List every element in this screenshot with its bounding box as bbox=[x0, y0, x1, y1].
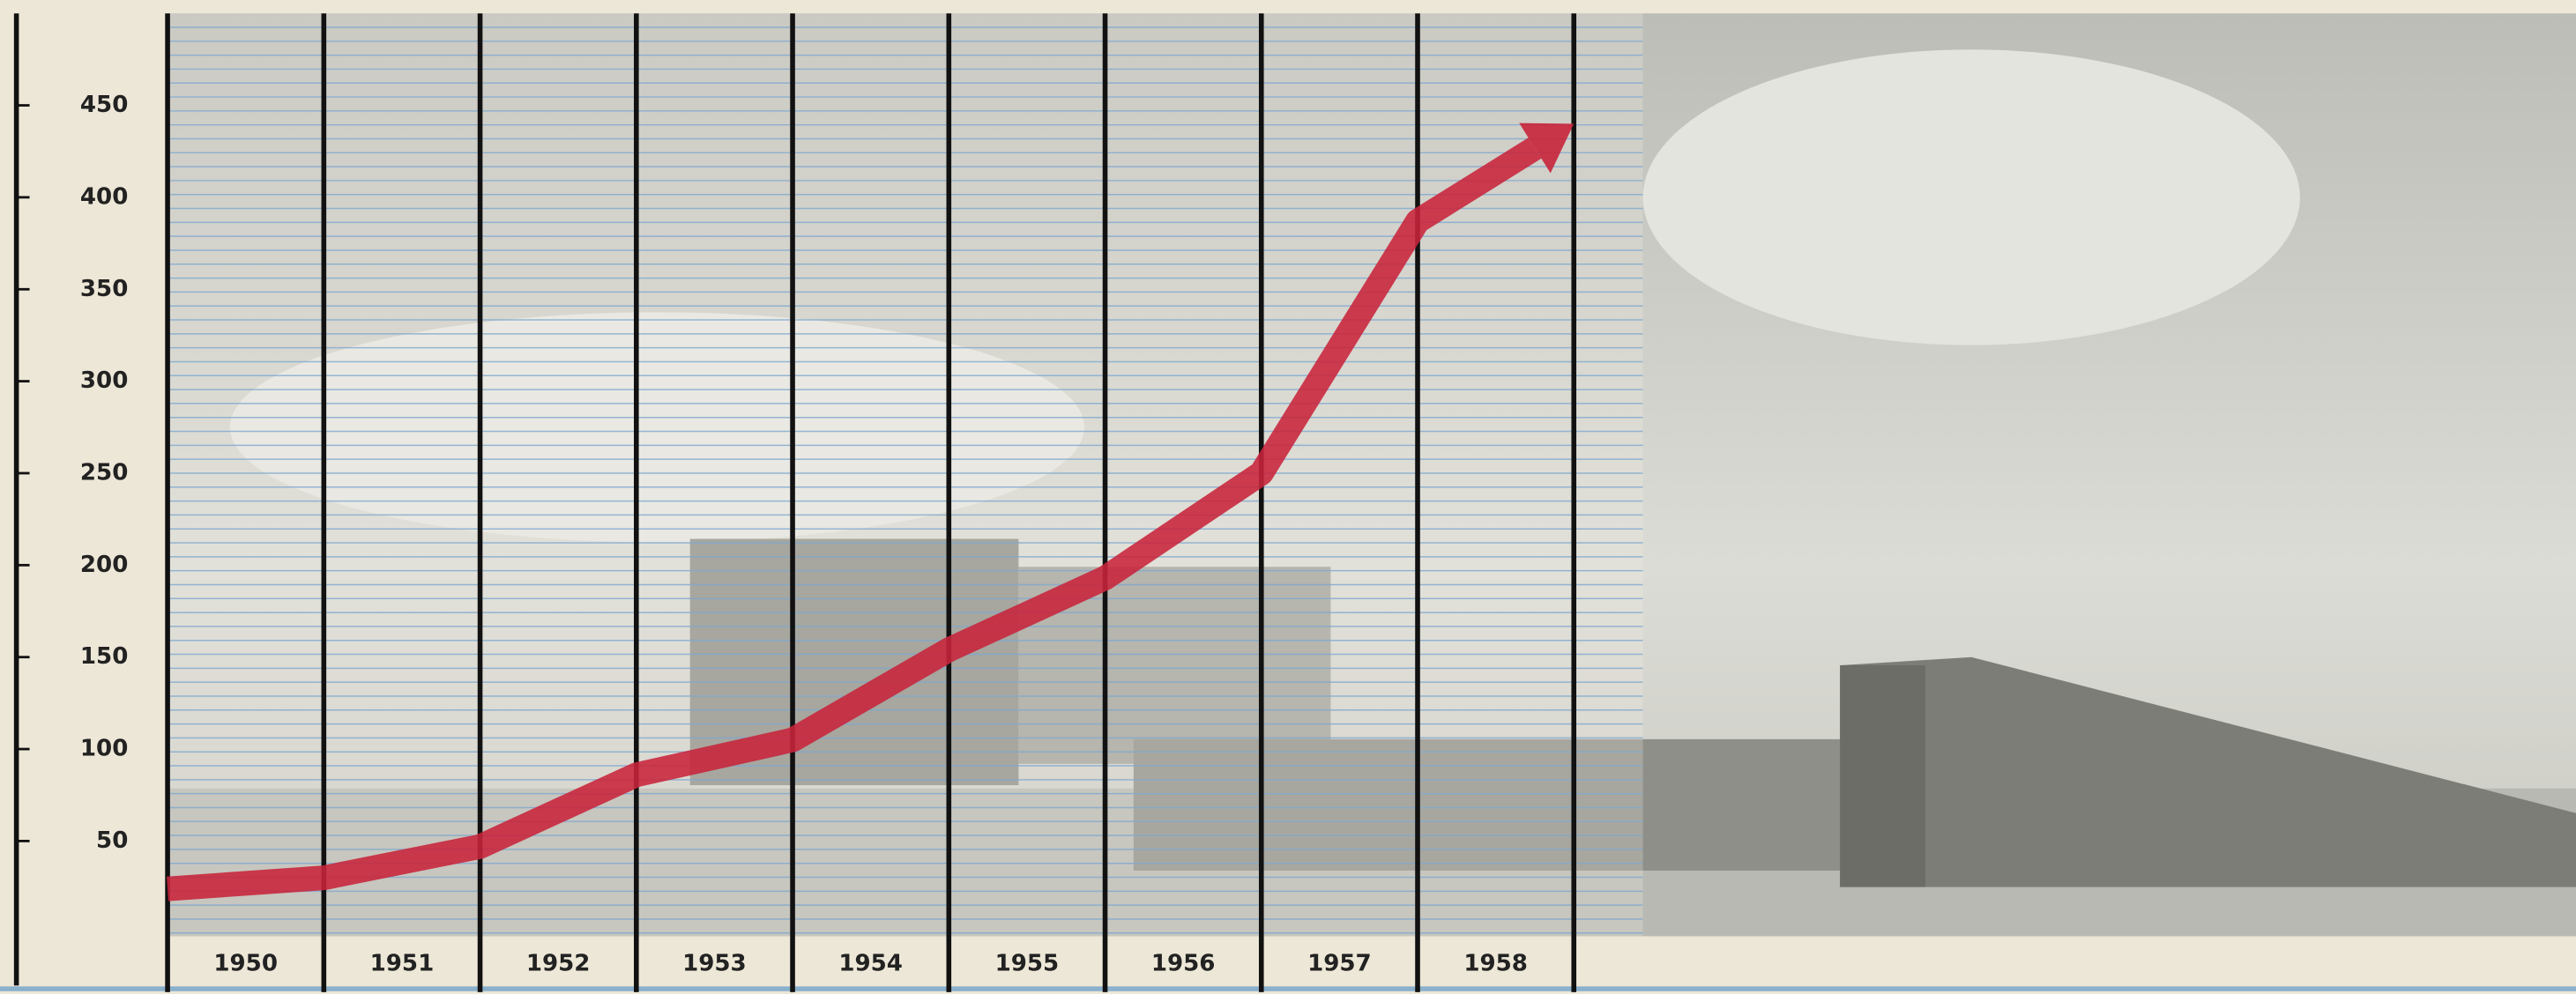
label-row bbox=[168, 936, 1577, 990]
y-tick-label: 200 bbox=[80, 552, 128, 578]
arrow-head bbox=[1519, 122, 1575, 174]
x-category-label: 1950 bbox=[213, 951, 278, 977]
y-tick-label: 400 bbox=[80, 183, 128, 210]
y-tick-label: 100 bbox=[80, 736, 128, 762]
x-category-label: 1958 bbox=[1463, 951, 1528, 977]
y-tick-label: 50 bbox=[96, 827, 128, 854]
cloud bbox=[1642, 49, 2300, 345]
building bbox=[1133, 738, 1857, 871]
trend-line bbox=[167, 137, 1542, 901]
y-tick-label: 300 bbox=[80, 367, 128, 394]
chart-tint bbox=[168, 13, 1643, 937]
cloud bbox=[229, 312, 1084, 543]
y-tick-label: 350 bbox=[80, 276, 128, 302]
x-category-label: 1953 bbox=[682, 951, 747, 977]
x-category-label: 1951 bbox=[370, 951, 435, 977]
y-tick-label: 150 bbox=[80, 643, 128, 670]
y-tick-label: 450 bbox=[80, 92, 128, 118]
y-tick-label: 250 bbox=[80, 459, 128, 486]
ruling bbox=[168, 26, 1643, 934]
x-category-label: 1957 bbox=[1307, 951, 1372, 977]
x-category-label: 1955 bbox=[995, 951, 1060, 977]
x-category-label: 1954 bbox=[838, 951, 903, 977]
building bbox=[1840, 656, 2576, 887]
building-tower bbox=[1840, 665, 1926, 887]
x-category-label: 1952 bbox=[526, 951, 591, 977]
x-category-label: 1956 bbox=[1151, 951, 1216, 977]
